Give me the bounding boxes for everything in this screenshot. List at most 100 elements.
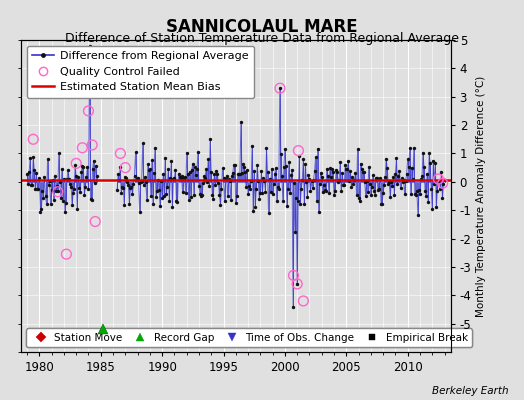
Point [376,175,384,181]
Point [177,175,185,181]
Point [63,176,71,182]
Point [393,180,401,187]
Point [258,190,267,196]
Point [310,168,319,175]
Point [199,180,208,186]
Point [405,164,413,170]
Point [437,169,445,175]
Point [62,199,70,206]
Point [309,177,318,183]
Point [283,202,291,209]
Point [194,149,202,156]
Point [182,150,191,156]
Point [329,169,337,175]
Point [137,178,146,184]
Point [40,174,49,180]
Point [346,168,355,174]
Point [154,177,162,184]
Point [396,185,405,191]
Point [292,194,300,201]
Point [25,168,34,175]
Point [358,169,367,175]
Point [289,272,298,279]
Point [81,184,90,190]
Point [124,182,133,189]
Point [49,196,58,203]
Point [350,177,358,184]
Point [166,175,174,182]
Point [418,173,426,180]
Point [62,251,71,257]
Point [117,190,125,196]
Point [312,198,321,204]
Point [413,188,421,194]
Point [187,194,195,200]
Point [82,174,91,180]
Point [57,195,65,202]
Point [288,166,296,173]
Point [216,202,225,209]
Point [159,171,167,178]
Point [394,172,402,179]
Point [354,194,363,201]
Point [67,183,75,190]
Point [252,186,260,192]
Point [429,158,438,164]
Point [132,149,140,156]
Point [326,164,334,171]
Point [169,176,178,182]
Point [59,198,67,204]
Point [303,194,312,200]
Point [221,198,229,204]
Point [121,174,129,180]
Point [322,188,330,194]
Point [35,175,43,181]
Point [42,201,51,207]
Point [211,182,220,188]
Point [380,182,388,188]
Point [426,160,434,167]
Point [39,194,48,201]
Point [374,186,382,193]
Point [79,164,88,170]
Point [180,174,189,180]
Point [144,161,152,167]
Point [341,162,350,168]
Point [313,145,322,152]
Point [321,186,329,193]
Point [92,163,100,169]
Point [356,160,365,167]
Y-axis label: Monthly Temperature Anomaly Difference (°C): Monthly Temperature Anomaly Difference (… [476,75,486,317]
Point [83,163,92,170]
Point [294,198,302,204]
Point [157,178,165,184]
Point [316,170,325,176]
Point [243,167,251,173]
Point [130,172,139,179]
Point [92,173,101,179]
Point [250,168,258,174]
Point [333,169,341,176]
Point [126,185,135,192]
Point [90,158,98,164]
Point [163,184,171,190]
Point [160,193,168,199]
Point [244,191,252,197]
Point [407,190,415,197]
Point [357,166,366,173]
Point [242,184,250,190]
Point [403,156,412,162]
Point [237,118,245,125]
Point [178,173,186,180]
Point [74,174,82,180]
Point [116,164,124,170]
Point [123,178,132,185]
Point [232,200,240,206]
Point [392,155,401,161]
Point [162,191,170,197]
Point [210,171,219,178]
Point [139,182,148,188]
Point [189,160,197,167]
Point [23,171,31,177]
Point [120,202,128,208]
